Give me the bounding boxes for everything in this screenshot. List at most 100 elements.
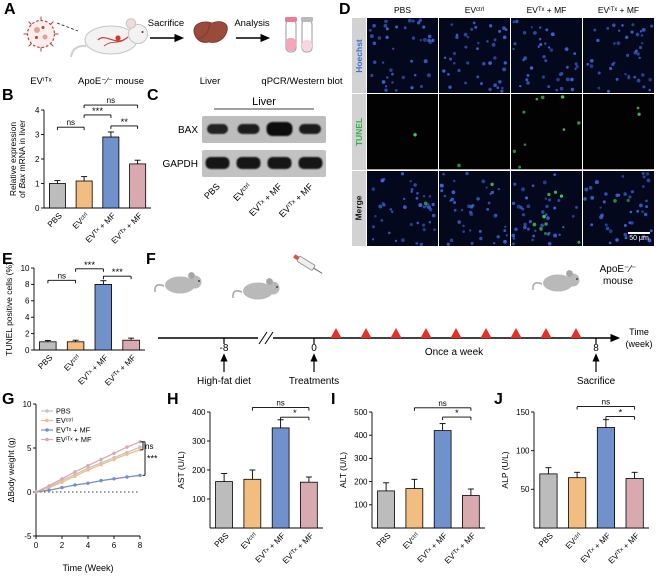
microscopy-image-hoechst-2 (511, 18, 582, 94)
liver-label: Liver (200, 76, 221, 87)
microscopy-image-merge-0 (367, 170, 438, 246)
svg-text:0: 0 (35, 204, 40, 213)
svg-text:1: 1 (35, 179, 40, 188)
svg-text:Time (Week): Time (Week) (62, 563, 113, 573)
bar (75, 180, 93, 209)
svg-text:ns: ns (602, 398, 610, 407)
bar (596, 427, 616, 529)
panel-label-f: F (146, 251, 156, 268)
panel-label-h: H (167, 391, 179, 408)
svg-text:-5: -5 (24, 532, 32, 541)
tick-label-0: 0 (311, 343, 317, 354)
microscopy-corner (352, 4, 366, 17)
weekly-dose-triangles (330, 328, 582, 338)
panel-label-e: E (2, 251, 13, 268)
svg-text:**: ** (121, 117, 129, 128)
svg-text:8: 8 (138, 541, 143, 550)
svg-text:6: 6 (25, 297, 30, 306)
svg-text:ns: ns (276, 399, 284, 408)
x-tick-label: EVᶜᵗʳˡ (62, 353, 82, 373)
svg-text:400: 400 (354, 431, 368, 440)
svg-text:6: 6 (112, 541, 117, 550)
bar (94, 283, 113, 351)
x-tick-label: PBS (213, 531, 231, 549)
liver-icon (193, 21, 228, 43)
microscopy-image-hoechst-3 (583, 18, 654, 94)
panel-label-c: C (147, 87, 159, 104)
microscopy-col-header: PBS (393, 5, 411, 15)
bar (122, 339, 140, 351)
microscopy-row-label-merge: Merge (352, 170, 366, 246)
bar (102, 136, 120, 209)
microscopy-image-merge-3 (583, 170, 654, 246)
blot-lane-label: EVⁱᵀˣ + MF (277, 181, 315, 219)
bar (215, 481, 233, 529)
svg-text:ns: ns (67, 118, 75, 127)
blot-bands-gapdh (205, 157, 323, 169)
western-blot: Liver BAX GAPDH PBS EVᶜᵗʳˡ EVᵀˣ + MF EVⁱ… (152, 92, 338, 255)
x-tick-label: EVᶜᵗʳˡ (71, 211, 91, 231)
bar (49, 183, 66, 209)
svg-text:*: * (455, 408, 459, 419)
bar (243, 478, 262, 529)
svg-text:150: 150 (516, 408, 530, 417)
treatments-label: Treatments (289, 376, 339, 387)
svg-text:200: 200 (354, 477, 368, 486)
svg-text:100: 100 (192, 495, 206, 504)
bar (625, 478, 644, 529)
x-tick-label: EVᶜᵗʳˡ (564, 531, 584, 551)
svg-text:200: 200 (192, 466, 206, 475)
microscopy-image-hoechst-0 (367, 18, 438, 94)
svg-text:50: 50 (521, 485, 530, 494)
microscopy-row-label-hoechst: Hoechst (352, 18, 366, 94)
bar (271, 427, 290, 529)
bar (433, 430, 452, 529)
blot-strip-gapdh (202, 150, 326, 177)
analysis-step-label: Analysis (234, 18, 270, 29)
svg-text:ns: ns (107, 96, 115, 105)
ev-label: EVⁱᵀˣ (30, 76, 52, 87)
sacrifice-step-label: Sacrifice (148, 18, 184, 29)
microscopy-image-tunel-2 (511, 94, 582, 170)
microscopy-row-label-tunel: TUNEL (352, 94, 366, 170)
bar (66, 341, 85, 351)
panel-a-schematic: Sacrifice Analysis EVⁱᵀˣ ApoE⁻⁄⁻ mouse L… (14, 4, 346, 95)
apoe-mouse-label-line1: ApoE⁻⁄⁻ (600, 264, 637, 275)
svg-text:8: 8 (25, 280, 30, 289)
bar (539, 473, 558, 529)
microscopy-image-tunel-1 (439, 94, 510, 170)
bar (377, 490, 395, 529)
svg-text:ns: ns (145, 442, 153, 451)
blot-band-label-bax: BAX (178, 125, 198, 136)
svg-text:***: *** (147, 454, 158, 464)
legend-label: EVᵀˣ + MF (56, 426, 91, 435)
bar (300, 481, 318, 529)
x-tick-label: EVᶜᵗʳˡ (401, 531, 421, 551)
sacrifice-label: Sacrifice (577, 376, 616, 387)
tick-label-neg8: -8 (220, 343, 229, 354)
y-axis-label: of Bax mRNA in liver (17, 120, 27, 198)
svg-text:2: 2 (60, 541, 65, 550)
microscopy-panel: PBS EVᶜᵗʳˡ EVᵀˣ + MF EVⁱᵀˣ + MF Hoechst TUNEL… (352, 4, 654, 246)
x-tick-label: PBS (537, 531, 555, 549)
blot-bands-bax (207, 122, 321, 136)
once-a-week-label: Once a week (425, 347, 484, 358)
microscopy-col-header: EVⁱᵀˣ + MF (597, 5, 640, 15)
legend-label: PBS (56, 407, 71, 416)
y-axis-label: ΔBody weight (g) (6, 437, 16, 502)
microscopy-image-merge-2 (511, 170, 582, 246)
microscopy-image-hoechst-1 (439, 18, 510, 94)
svg-text:100: 100 (516, 447, 530, 456)
svg-text:4: 4 (35, 106, 40, 115)
syringe-icon (293, 254, 323, 274)
svg-text:300: 300 (354, 454, 368, 463)
high-fat-diet-label: High-fat diet (197, 376, 251, 387)
svg-text:5: 5 (27, 444, 32, 453)
bar (129, 163, 147, 209)
tubes-icon (285, 17, 313, 53)
blot-band-label-gapdh: GAPDH (162, 159, 198, 170)
